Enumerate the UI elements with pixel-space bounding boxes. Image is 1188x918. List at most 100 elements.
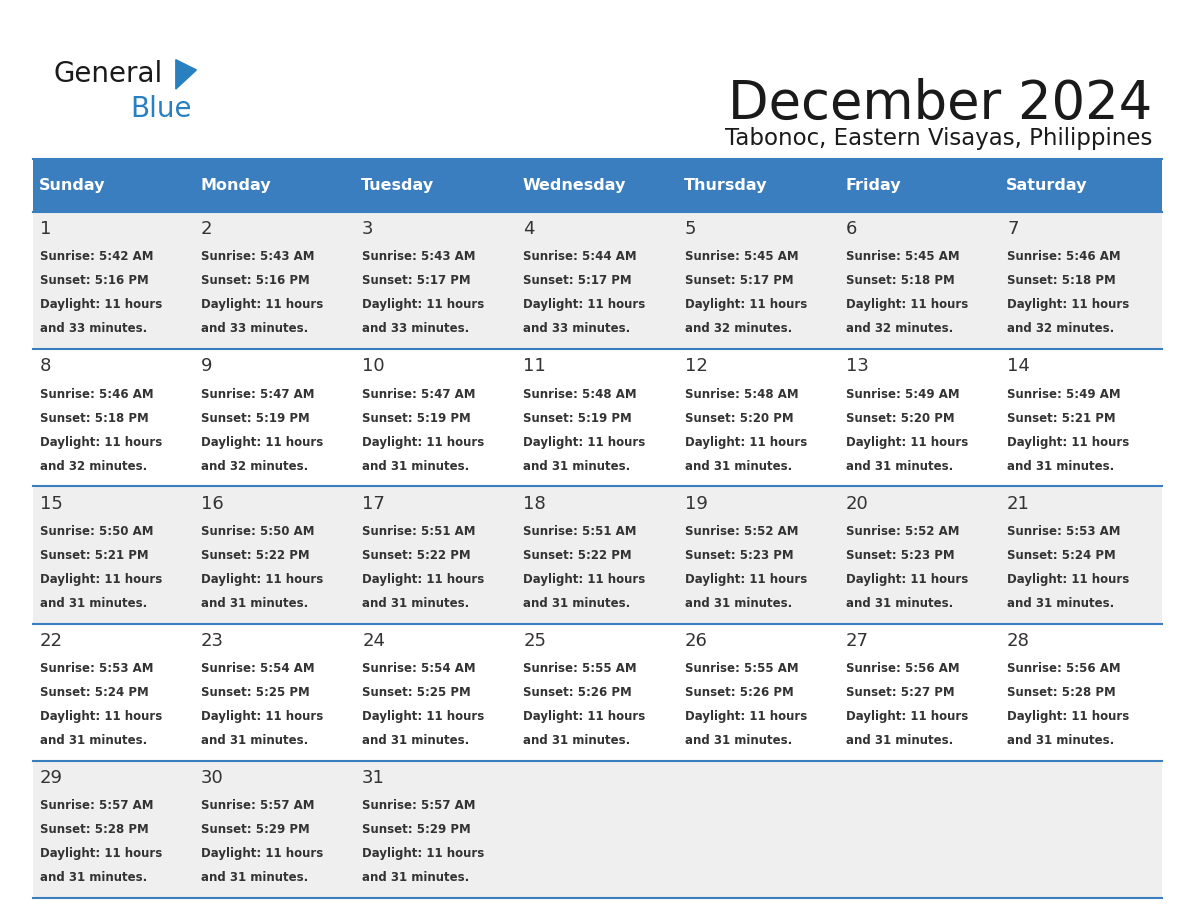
Text: Sunrise: 5:57 AM: Sunrise: 5:57 AM [362,799,475,812]
Text: Daylight: 11 hours: Daylight: 11 hours [1007,436,1130,449]
Text: and 31 minutes.: and 31 minutes. [362,871,469,884]
Bar [33,487,1162,623]
Text: Sunrise: 5:56 AM: Sunrise: 5:56 AM [1007,662,1120,675]
Text: Sunset: 5:17 PM: Sunset: 5:17 PM [362,274,470,287]
Text: and 31 minutes.: and 31 minutes. [524,460,631,473]
Text: and 31 minutes.: and 31 minutes. [1007,460,1114,473]
Text: Sunrise: 5:53 AM: Sunrise: 5:53 AM [1007,525,1120,538]
Text: Daylight: 11 hours: Daylight: 11 hours [524,298,645,311]
Text: and 32 minutes.: and 32 minutes. [846,322,953,335]
Text: 19: 19 [684,495,708,512]
Text: Sunset: 5:17 PM: Sunset: 5:17 PM [524,274,632,287]
Text: Daylight: 11 hours: Daylight: 11 hours [201,436,323,449]
Text: 4: 4 [524,220,535,239]
Text: Sunrise: 5:48 AM: Sunrise: 5:48 AM [524,387,637,400]
Text: Sunrise: 5:51 AM: Sunrise: 5:51 AM [362,525,475,538]
Text: Sunset: 5:21 PM: Sunset: 5:21 PM [1007,411,1116,425]
Text: Sunrise: 5:45 AM: Sunrise: 5:45 AM [846,251,960,263]
Text: 13: 13 [846,357,868,375]
Text: 7: 7 [1007,220,1018,239]
Text: and 31 minutes.: and 31 minutes. [524,733,631,747]
Text: Sunrise: 5:42 AM: Sunrise: 5:42 AM [39,251,153,263]
Text: Daylight: 11 hours: Daylight: 11 hours [846,573,968,586]
Bar [33,212,1162,349]
Text: Daylight: 11 hours: Daylight: 11 hours [524,436,645,449]
Text: Daylight: 11 hours: Daylight: 11 hours [524,573,645,586]
Text: and 31 minutes.: and 31 minutes. [201,733,308,747]
Text: 5: 5 [684,220,696,239]
Text: Sunset: 5:21 PM: Sunset: 5:21 PM [39,549,148,562]
Text: 28: 28 [1007,632,1030,650]
Text: Sunset: 5:18 PM: Sunset: 5:18 PM [1007,274,1116,287]
Text: 8: 8 [39,357,51,375]
Text: Daylight: 11 hours: Daylight: 11 hours [39,573,162,586]
Text: Sunrise: 5:43 AM: Sunrise: 5:43 AM [362,251,475,263]
Text: and 31 minutes.: and 31 minutes. [39,871,147,884]
Text: 21: 21 [1007,495,1030,512]
Text: Sunset: 5:29 PM: Sunset: 5:29 PM [201,823,310,836]
Text: and 31 minutes.: and 31 minutes. [1007,597,1114,610]
Text: 27: 27 [846,632,868,650]
Text: Sunday: Sunday [39,178,106,193]
Text: and 32 minutes.: and 32 minutes. [201,460,308,473]
Text: Daylight: 11 hours: Daylight: 11 hours [362,298,485,311]
Text: Sunset: 5:24 PM: Sunset: 5:24 PM [39,686,148,699]
Text: and 31 minutes.: and 31 minutes. [1007,733,1114,747]
Text: Sunset: 5:22 PM: Sunset: 5:22 PM [362,549,470,562]
Text: Daylight: 11 hours: Daylight: 11 hours [39,847,162,860]
Text: Sunrise: 5:55 AM: Sunrise: 5:55 AM [524,662,637,675]
Text: and 33 minutes.: and 33 minutes. [524,322,631,335]
Text: and 31 minutes.: and 31 minutes. [684,597,792,610]
Text: Daylight: 11 hours: Daylight: 11 hours [684,573,807,586]
Text: Sunrise: 5:54 AM: Sunrise: 5:54 AM [362,662,476,675]
Text: Sunset: 5:19 PM: Sunset: 5:19 PM [201,411,310,425]
Text: Sunset: 5:25 PM: Sunset: 5:25 PM [201,686,310,699]
Text: Sunset: 5:18 PM: Sunset: 5:18 PM [39,411,148,425]
Text: Daylight: 11 hours: Daylight: 11 hours [846,298,968,311]
Text: and 31 minutes.: and 31 minutes. [201,597,308,610]
Text: Daylight: 11 hours: Daylight: 11 hours [201,847,323,860]
Text: Sunrise: 5:44 AM: Sunrise: 5:44 AM [524,251,637,263]
Text: and 32 minutes.: and 32 minutes. [1007,322,1114,335]
Text: Daylight: 11 hours: Daylight: 11 hours [201,298,323,311]
Text: General: General [53,60,163,88]
Text: and 32 minutes.: and 32 minutes. [684,322,792,335]
Text: 24: 24 [362,632,385,650]
Text: Sunrise: 5:53 AM: Sunrise: 5:53 AM [39,662,153,675]
Text: December 2024: December 2024 [728,78,1152,130]
Text: 20: 20 [846,495,868,512]
Text: Daylight: 11 hours: Daylight: 11 hours [39,298,162,311]
Text: 23: 23 [201,632,225,650]
Text: 15: 15 [39,495,63,512]
Text: Sunrise: 5:57 AM: Sunrise: 5:57 AM [39,799,153,812]
Text: Sunrise: 5:57 AM: Sunrise: 5:57 AM [201,799,315,812]
Text: Thursday: Thursday [684,178,767,193]
Text: Daylight: 11 hours: Daylight: 11 hours [684,298,807,311]
Text: Wednesday: Wednesday [523,178,626,193]
Text: Sunrise: 5:46 AM: Sunrise: 5:46 AM [1007,251,1120,263]
Text: 9: 9 [201,357,213,375]
Text: Sunrise: 5:50 AM: Sunrise: 5:50 AM [201,525,315,538]
Text: and 31 minutes.: and 31 minutes. [524,597,631,610]
Text: 18: 18 [524,495,546,512]
Text: and 31 minutes.: and 31 minutes. [846,733,953,747]
Text: Sunset: 5:27 PM: Sunset: 5:27 PM [846,686,954,699]
Text: Sunset: 5:17 PM: Sunset: 5:17 PM [684,274,794,287]
Text: Daylight: 11 hours: Daylight: 11 hours [362,710,485,722]
Text: Daylight: 11 hours: Daylight: 11 hours [1007,573,1130,586]
Text: Sunset: 5:19 PM: Sunset: 5:19 PM [362,411,470,425]
Text: 1: 1 [39,220,51,239]
Text: and 31 minutes.: and 31 minutes. [362,460,469,473]
Text: Sunrise: 5:54 AM: Sunrise: 5:54 AM [201,662,315,675]
Text: Sunset: 5:23 PM: Sunset: 5:23 PM [684,549,794,562]
Text: 30: 30 [201,769,223,787]
Text: Sunrise: 5:48 AM: Sunrise: 5:48 AM [684,387,798,400]
Text: and 33 minutes.: and 33 minutes. [201,322,308,335]
Text: and 33 minutes.: and 33 minutes. [39,322,147,335]
Text: and 31 minutes.: and 31 minutes. [684,460,792,473]
Text: Sunset: 5:25 PM: Sunset: 5:25 PM [362,686,470,699]
Text: and 31 minutes.: and 31 minutes. [39,597,147,610]
Text: Sunset: 5:20 PM: Sunset: 5:20 PM [684,411,794,425]
Text: and 31 minutes.: and 31 minutes. [362,733,469,747]
Text: Daylight: 11 hours: Daylight: 11 hours [201,573,323,586]
